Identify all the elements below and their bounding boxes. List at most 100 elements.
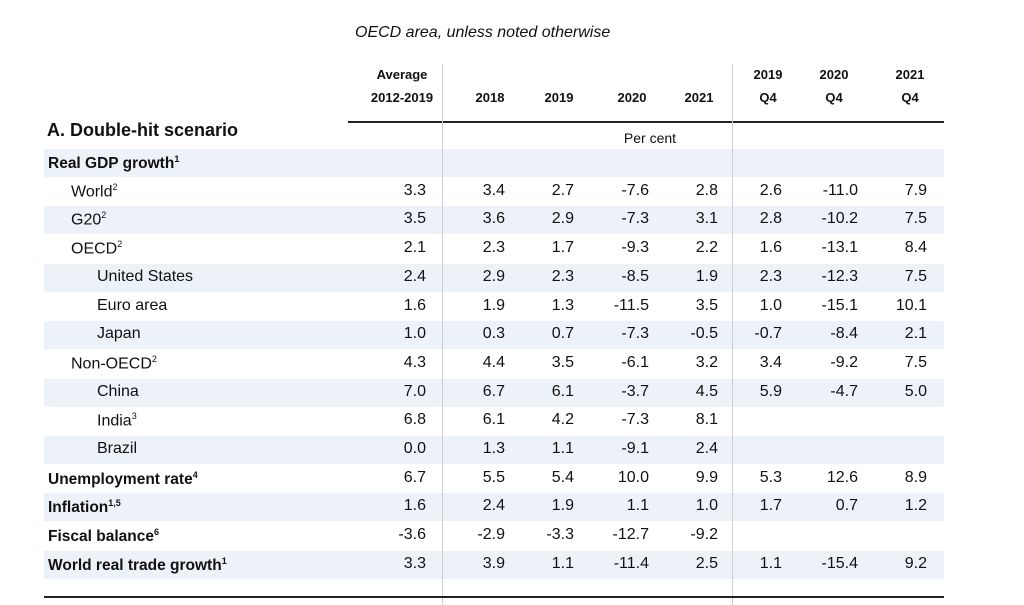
column-header: 2021 Q4: [860, 63, 960, 109]
footnote-marker: 1: [221, 555, 227, 566]
table-cell: 4.2: [551, 411, 574, 429]
table-cell: 3.4: [482, 181, 505, 199]
table-cell: 7.9: [904, 181, 927, 199]
table-cell: 2.7: [551, 181, 574, 199]
table-cell: -13.1: [821, 239, 858, 257]
footnote-marker: 6: [153, 527, 159, 538]
column-header: 2020: [582, 63, 682, 109]
table-cell: -12.3: [821, 267, 858, 285]
table-cell: 6.8: [403, 411, 426, 429]
table-cell: 9.9: [695, 468, 718, 486]
table-cell: 2.4: [482, 497, 505, 515]
column-header-line1: 2020: [819, 67, 849, 82]
row-label: Non-OECD2: [71, 354, 157, 373]
table-cell: 1.7: [759, 497, 782, 515]
row-label: Real GDP growth1: [48, 154, 179, 173]
table-cell: 8.1: [695, 411, 718, 429]
row-label-text: Fiscal balance: [48, 528, 154, 546]
table-cell: -7.3: [621, 210, 649, 228]
table-row: China 7.0 6.7 6.1 -3.7 4.5 5.9 -4.7 5.0: [44, 378, 944, 407]
table-cell: 1.1: [551, 440, 574, 457]
column-header-line1: Average: [376, 67, 428, 82]
table-cell: 1.6: [403, 296, 426, 314]
table-cell: 3.1: [695, 210, 718, 228]
table-caption: OECD area, unless noted otherwise: [355, 24, 611, 41]
table-cell: -15.1: [821, 296, 858, 314]
row-label-text: Unemployment rate: [48, 470, 193, 488]
table-cell: 8.9: [904, 468, 927, 486]
column-header: Average 2012-2019: [352, 63, 452, 109]
table-cell: 1.1: [551, 554, 574, 572]
table-cell: -8.5: [621, 267, 649, 285]
table-cell: 6.7: [403, 468, 426, 486]
column-header-line1: 2021: [895, 67, 925, 82]
unit-label: Per cent: [623, 130, 677, 146]
row-label-text: World: [71, 183, 113, 201]
row-label-text: G20: [71, 211, 102, 229]
table-cell: -11.4: [613, 554, 649, 572]
table-cell: -3.3: [546, 526, 574, 544]
table-cell: 3.5: [403, 210, 426, 228]
table-cell: 1.0: [403, 325, 426, 343]
column-header: 2019: [509, 63, 609, 109]
row-label-text: Real GDP growth: [48, 155, 175, 173]
table-cell: 2.1: [904, 325, 927, 343]
table-cell: -9.3: [621, 239, 649, 257]
table-cell: -12.7: [612, 526, 649, 544]
table-cell: 1.6: [403, 497, 426, 515]
table-row: G202 3.5 3.6 2.9 -7.3 3.1 2.8 -10.2 7.5: [44, 206, 944, 235]
footnote-marker: 2: [101, 210, 107, 221]
table-row: Non-OECD2 4.3 4.4 3.5 -6.1 3.2 3.4 -9.2 7.5: [44, 350, 944, 378]
table-cell: 0.3: [482, 325, 505, 343]
row-label-text: India: [97, 412, 132, 430]
table-cell: 2.4: [403, 267, 426, 285]
table-cell: 5.5: [482, 468, 505, 486]
table-cell: -4.7: [830, 382, 858, 400]
footnote-marker: 1: [174, 154, 180, 164]
footnote-marker: 4: [192, 469, 198, 480]
table-cell: 6.7: [482, 382, 505, 400]
row-label: G202: [71, 210, 106, 229]
column-header-line2: 2018: [475, 90, 505, 105]
table-row: Unemployment rate4 6.7 5.5 5.4 10.0 9.9 5.3 12.…: [44, 465, 944, 493]
column-header-line2: 2020: [617, 90, 647, 105]
table-cell: -9.1: [621, 440, 649, 457]
table-cell: 2.8: [759, 210, 782, 228]
table-cell: -7.6: [621, 181, 649, 199]
header-rule: [348, 121, 944, 123]
table-cell: 5.4: [551, 468, 574, 486]
table-cell: 5.0: [904, 382, 927, 400]
row-label-text: United States: [97, 267, 194, 285]
table-cell: 2.8: [695, 181, 718, 199]
table-cell: 2.2: [695, 239, 718, 257]
bottom-rule: [44, 596, 944, 598]
row-label-text: Brazil: [97, 440, 138, 457]
table-cell: 3.9: [482, 554, 505, 572]
table-cell: 1.7: [551, 239, 574, 257]
table-cell: -0.7: [754, 325, 782, 343]
table-cell: -9.2: [690, 526, 718, 544]
table-cell: -7.3: [621, 411, 649, 429]
table-cell: 2.5: [695, 554, 718, 572]
footnote-marker: 1,5: [108, 498, 121, 509]
table-cell: 6.1: [551, 382, 574, 400]
table-cell: 1.0: [759, 296, 782, 314]
column-header: 2020 Q4: [784, 63, 884, 109]
table-cell: 1.1: [759, 554, 782, 572]
row-label-text: Euro area: [97, 296, 168, 314]
table-cell: 3.5: [551, 353, 574, 371]
table-cell: 1.9: [695, 267, 718, 285]
table-cell: 10.1: [895, 296, 927, 314]
row-label: World2: [71, 182, 118, 201]
table-row: Real GDP growth1: [44, 149, 944, 177]
table-cell: 2.3: [759, 267, 782, 285]
table-cell: -3.7: [621, 382, 649, 400]
table-cell: 5.9: [759, 382, 782, 400]
row-label: China: [97, 383, 139, 401]
table-row: Brazil 0.0 1.3 1.1 -9.1 2.4: [44, 436, 944, 464]
table-cell: 1.3: [551, 296, 574, 314]
column-header-line2: 2019: [544, 90, 574, 105]
table-cell: 1.6: [759, 239, 782, 257]
row-label-text: Japan: [97, 325, 141, 343]
table-cell: 8.4: [904, 239, 927, 257]
